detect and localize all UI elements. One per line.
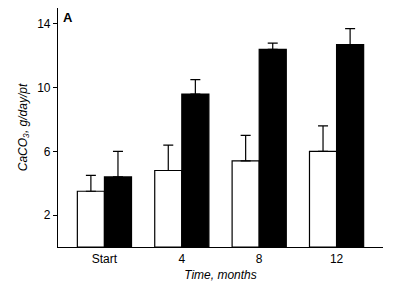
svg-text:Start: Start (92, 252, 118, 266)
svg-text:A: A (63, 10, 73, 25)
svg-text:14: 14 (37, 17, 51, 31)
svg-text:Time, months: Time, months (184, 268, 257, 282)
svg-text:2: 2 (44, 208, 51, 222)
svg-text:12: 12 (330, 252, 344, 266)
svg-text:CaCO₃, g/day/pt: CaCO₃, g/day/pt (16, 83, 30, 171)
svg-text:6: 6 (44, 145, 51, 159)
svg-text:4: 4 (178, 252, 185, 266)
svg-text:10: 10 (37, 81, 51, 95)
svg-text:8: 8 (256, 252, 263, 266)
